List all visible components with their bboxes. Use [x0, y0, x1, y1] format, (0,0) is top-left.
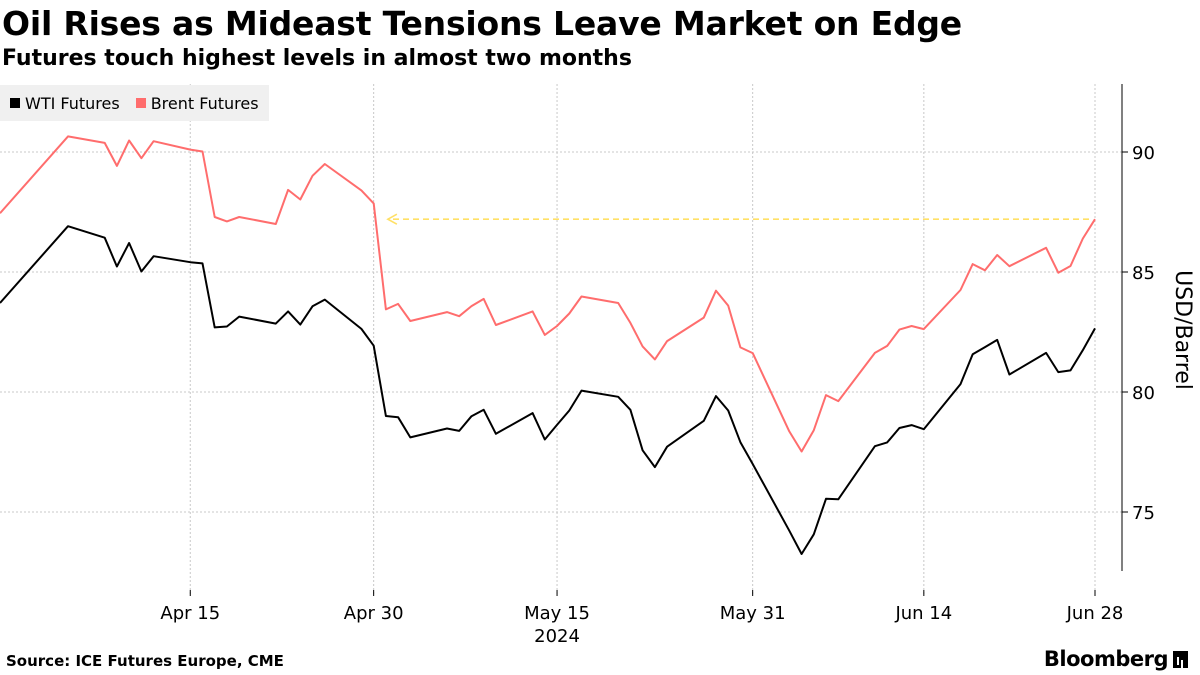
- y-tick-label: 80: [1132, 383, 1155, 404]
- legend-swatch-brent: [135, 98, 146, 108]
- bloomberg-terminal-icon: [1173, 650, 1188, 668]
- x-tick-label: Apr 15: [160, 603, 220, 624]
- legend-label-brent: Brent Futures: [150, 93, 259, 113]
- x-tick-label: Jun 28: [1066, 603, 1124, 624]
- annotation-arrow-head: [386, 213, 398, 225]
- y-axis-label: USD/Barrel: [1170, 270, 1195, 390]
- series-line-wti: [0, 225, 1096, 555]
- x-tick-label: May 15: [524, 603, 590, 624]
- y-tick-label: 90: [1132, 143, 1155, 164]
- legend-label-wti: WTI Futures: [25, 93, 120, 113]
- bloomberg-logo: Bloomberg: [1044, 647, 1188, 671]
- y-tick-label: 85: [1132, 263, 1155, 284]
- x-tick-label: Apr 30: [344, 603, 404, 624]
- x-tick-label: Jun 14: [894, 603, 952, 624]
- brand-text: Bloomberg: [1043, 647, 1169, 671]
- series-line-brent: [0, 135, 1096, 453]
- x-tick-label: May 31: [720, 603, 786, 624]
- x-year-label: 2024: [534, 626, 580, 647]
- chart-title: Oil Rises as Mideast Tensions Leave Mark…: [2, 4, 962, 43]
- source-note: Source: ICE Futures Europe, CME: [6, 652, 284, 670]
- legend-swatch-wti: [10, 98, 20, 108]
- chart-legend: WTI Futures Brent Futures: [0, 85, 269, 121]
- legend-item-brent: Brent Futures: [135, 93, 259, 113]
- y-tick-label: 75: [1132, 503, 1155, 524]
- chart-subtitle: Futures touch highest levels in almost t…: [2, 46, 632, 71]
- legend-item-wti: WTI Futures: [10, 94, 120, 113]
